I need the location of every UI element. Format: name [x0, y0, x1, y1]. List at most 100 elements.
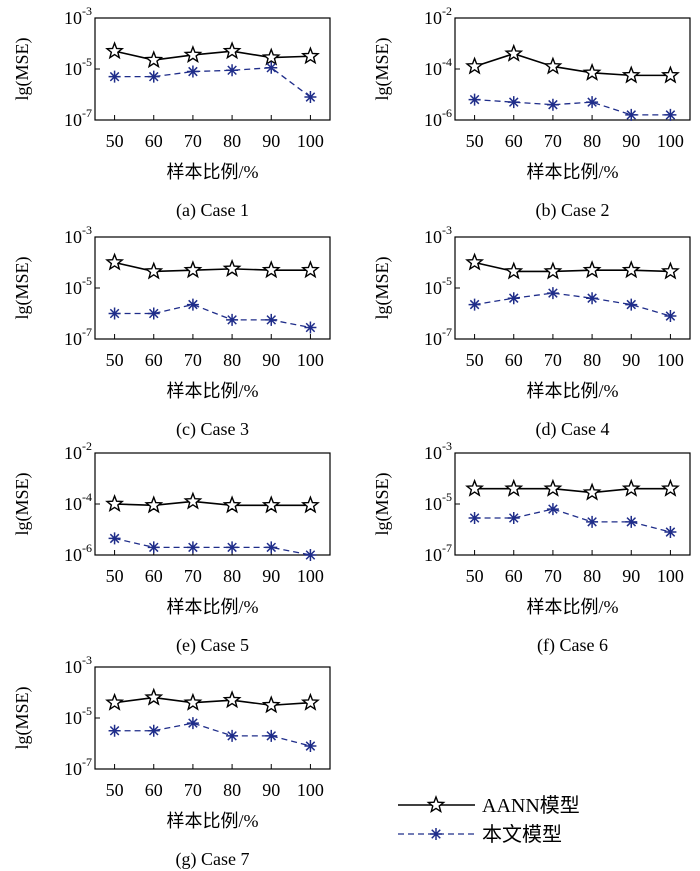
data-point-aann	[504, 43, 524, 62]
data-point-aann	[144, 50, 164, 69]
series-line-aann	[474, 261, 671, 273]
x-tick-label: 90	[622, 350, 640, 370]
x-tick-label: 50	[106, 131, 124, 151]
data-point-aann	[660, 65, 680, 84]
x-tick-label: 70	[544, 131, 562, 151]
y-tick-label: 10-2	[64, 439, 92, 463]
x-tick-label: 80	[223, 566, 241, 586]
data-point-ours	[507, 292, 520, 305]
data-point-aann	[183, 45, 203, 64]
data-point-ours	[186, 717, 199, 730]
chart-panel-4: 10-7 10-5 10-3 50 60 70 80 90 100 lg(MSE) 样本比例/% (d…	[372, 223, 691, 440]
data-point-aann	[543, 56, 563, 75]
x-tick-label: 60	[505, 131, 523, 151]
data-point-aann	[300, 46, 320, 65]
data-point-ours	[507, 512, 520, 525]
data-point-ours	[546, 98, 559, 111]
data-point-aann	[465, 56, 485, 75]
data-point-ours	[664, 108, 677, 121]
data-point-aann	[261, 47, 281, 66]
x-tick-label: 100	[297, 350, 324, 370]
data-point-aann	[465, 252, 485, 271]
x-tick-label: 60	[505, 566, 523, 586]
x-tick-label: 60	[145, 566, 163, 586]
data-point-aann	[582, 260, 602, 279]
data-point-ours	[468, 298, 481, 311]
x-tick-label: 80	[583, 131, 601, 151]
data-point-ours	[226, 313, 239, 326]
data-point-ours	[147, 541, 160, 554]
x-tick-label: 90	[262, 566, 280, 586]
x-tick-label: 50	[106, 566, 124, 586]
data-point-ours	[546, 503, 559, 516]
series-line-aann	[474, 487, 671, 494]
x-tick-label: 100	[657, 566, 684, 586]
x-tick-label: 70	[544, 566, 562, 586]
data-point-ours	[586, 515, 599, 528]
data-point-aann	[183, 491, 203, 510]
x-tick-label: 50	[106, 780, 124, 800]
asterisk-icon	[430, 828, 442, 840]
series-line-ours	[114, 303, 311, 329]
x-tick-label: 60	[145, 131, 163, 151]
data-point-aann	[144, 495, 164, 514]
data-point-aann	[105, 252, 125, 271]
data-point-aann	[543, 261, 563, 280]
y-tick-label: 10-7	[64, 106, 92, 130]
y-tick-label: 10-7	[64, 755, 92, 779]
y-tick-label: 10-3	[424, 439, 452, 463]
x-tick-label: 70	[184, 780, 202, 800]
y-axis-label: lg(MSE)	[12, 472, 33, 535]
x-tick-label: 90	[622, 566, 640, 586]
data-point-ours	[186, 65, 199, 78]
data-point-ours	[108, 307, 121, 320]
y-axis-label: lg(MSE)	[12, 686, 33, 749]
y-tick-label: 10-7	[424, 541, 452, 565]
series-line-ours	[474, 508, 671, 533]
data-point-aann	[261, 695, 281, 714]
star-icon	[426, 795, 446, 814]
x-tick-label: 100	[297, 131, 324, 151]
data-point-ours	[304, 549, 317, 561]
x-axis-label: 样本比例/%	[167, 597, 259, 617]
panel-caption: (a) Case 1	[176, 200, 249, 221]
x-tick-label: 60	[145, 780, 163, 800]
legend-label: 本文模型	[482, 823, 562, 846]
data-point-ours	[304, 740, 317, 753]
data-point-aann	[105, 494, 125, 513]
data-point-aann	[144, 261, 164, 280]
data-point-ours	[265, 61, 278, 74]
data-point-ours	[468, 512, 481, 525]
panel-caption: (e) Case 5	[176, 635, 249, 656]
chart-panel-1: 10-7 10-5 10-3 50 60 70 80 90 100 lg(MSE) 样本比例/% (a…	[12, 4, 331, 221]
data-point-ours	[108, 532, 121, 545]
x-tick-label: 50	[106, 350, 124, 370]
x-axis-label: 样本比例/%	[167, 162, 259, 182]
data-point-ours	[147, 307, 160, 320]
plot-frame	[454, 452, 691, 556]
y-axis-label: lg(MSE)	[372, 472, 393, 535]
data-point-aann	[504, 478, 524, 497]
data-point-aann	[300, 692, 320, 711]
data-point-ours	[625, 108, 638, 121]
data-point-aann	[465, 478, 485, 497]
data-point-aann	[261, 495, 281, 514]
data-point-aann	[660, 478, 680, 497]
x-tick-label: 100	[297, 566, 324, 586]
x-tick-label: 80	[223, 131, 241, 151]
data-point-aann	[222, 690, 242, 709]
x-tick-label: 60	[505, 350, 523, 370]
x-tick-label: 70	[544, 350, 562, 370]
plot-frame	[94, 17, 331, 121]
data-point-ours	[226, 64, 239, 77]
y-tick-label: 10-5	[64, 274, 92, 298]
plot-frame	[94, 666, 331, 770]
data-point-ours	[546, 287, 559, 300]
x-axis-label: 样本比例/%	[527, 597, 619, 617]
data-point-aann	[582, 62, 602, 81]
y-tick-label: 10-5	[64, 704, 92, 728]
series-line-aann	[114, 696, 311, 707]
y-tick-label: 10-5	[424, 274, 452, 298]
y-tick-label: 10-4	[64, 490, 92, 514]
y-tick-label: 10-3	[64, 4, 92, 28]
